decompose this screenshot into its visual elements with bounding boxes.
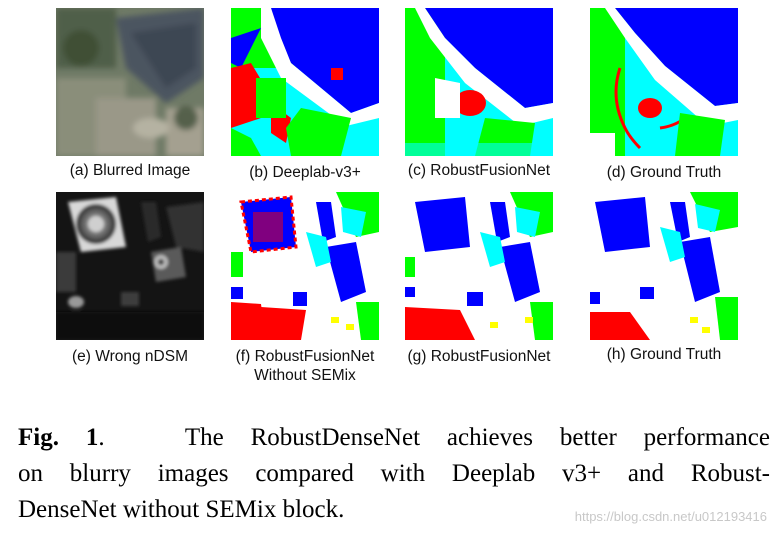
figure-caption-text-1: The RobustDenseNet achieves better perfo… (184, 424, 770, 451)
caption-f-line2: Without SEMix (254, 367, 356, 384)
panel-a-blurred-image (56, 8, 204, 156)
panel-f-robustfusionnet-without-semix (231, 192, 379, 340)
watermark-url: https://blog.csdn.net/u012193416 (574, 509, 767, 524)
panel-e-wrong-ndsm (56, 192, 204, 340)
caption-d: (d) Ground Truth (606, 164, 722, 181)
caption-f: (f) RobustFusionNet (235, 348, 375, 365)
panel-g-robustfusionnet (405, 192, 553, 340)
panel-c-robustfusionnet-segmentation (405, 8, 553, 156)
figure-label: Fig. 1 (18, 424, 99, 451)
segmentation-map-g (405, 192, 553, 340)
ground-truth-map-h (590, 192, 738, 340)
caption-h: (h) Ground Truth (606, 346, 722, 363)
segmentation-map-b (231, 8, 379, 156)
segmentation-map-c (405, 8, 553, 156)
caption-a: (a) Blurred Image (69, 162, 191, 179)
segmentation-map-f (231, 192, 379, 340)
blurred-aerial-image (56, 8, 204, 156)
figure-caption-line-2: on blurry images compared with Deeplab v… (18, 460, 770, 487)
caption-g: (g) RobustFusionNet (407, 348, 551, 365)
panel-d-ground-truth (590, 8, 738, 156)
caption-c: (c) RobustFusionNet (407, 162, 551, 179)
caption-e: (e) Wrong nDSM (72, 348, 188, 365)
panel-b-deeplab-segmentation (231, 8, 379, 156)
figure-caption-line-1: Fig. 1. The RobustDenseNet achieves bett… (18, 424, 770, 451)
ground-truth-map-d (590, 8, 738, 156)
caption-b: (b) Deeplab-v3+ (249, 164, 361, 181)
figure-caption-line-3: DenseNet without SEMix block. (18, 496, 345, 523)
figure-caption: Fig. 1. The RobustDenseNet achieves bett… (18, 420, 770, 528)
panel-h-ground-truth (590, 192, 738, 340)
ndsm-height-map (56, 192, 204, 340)
